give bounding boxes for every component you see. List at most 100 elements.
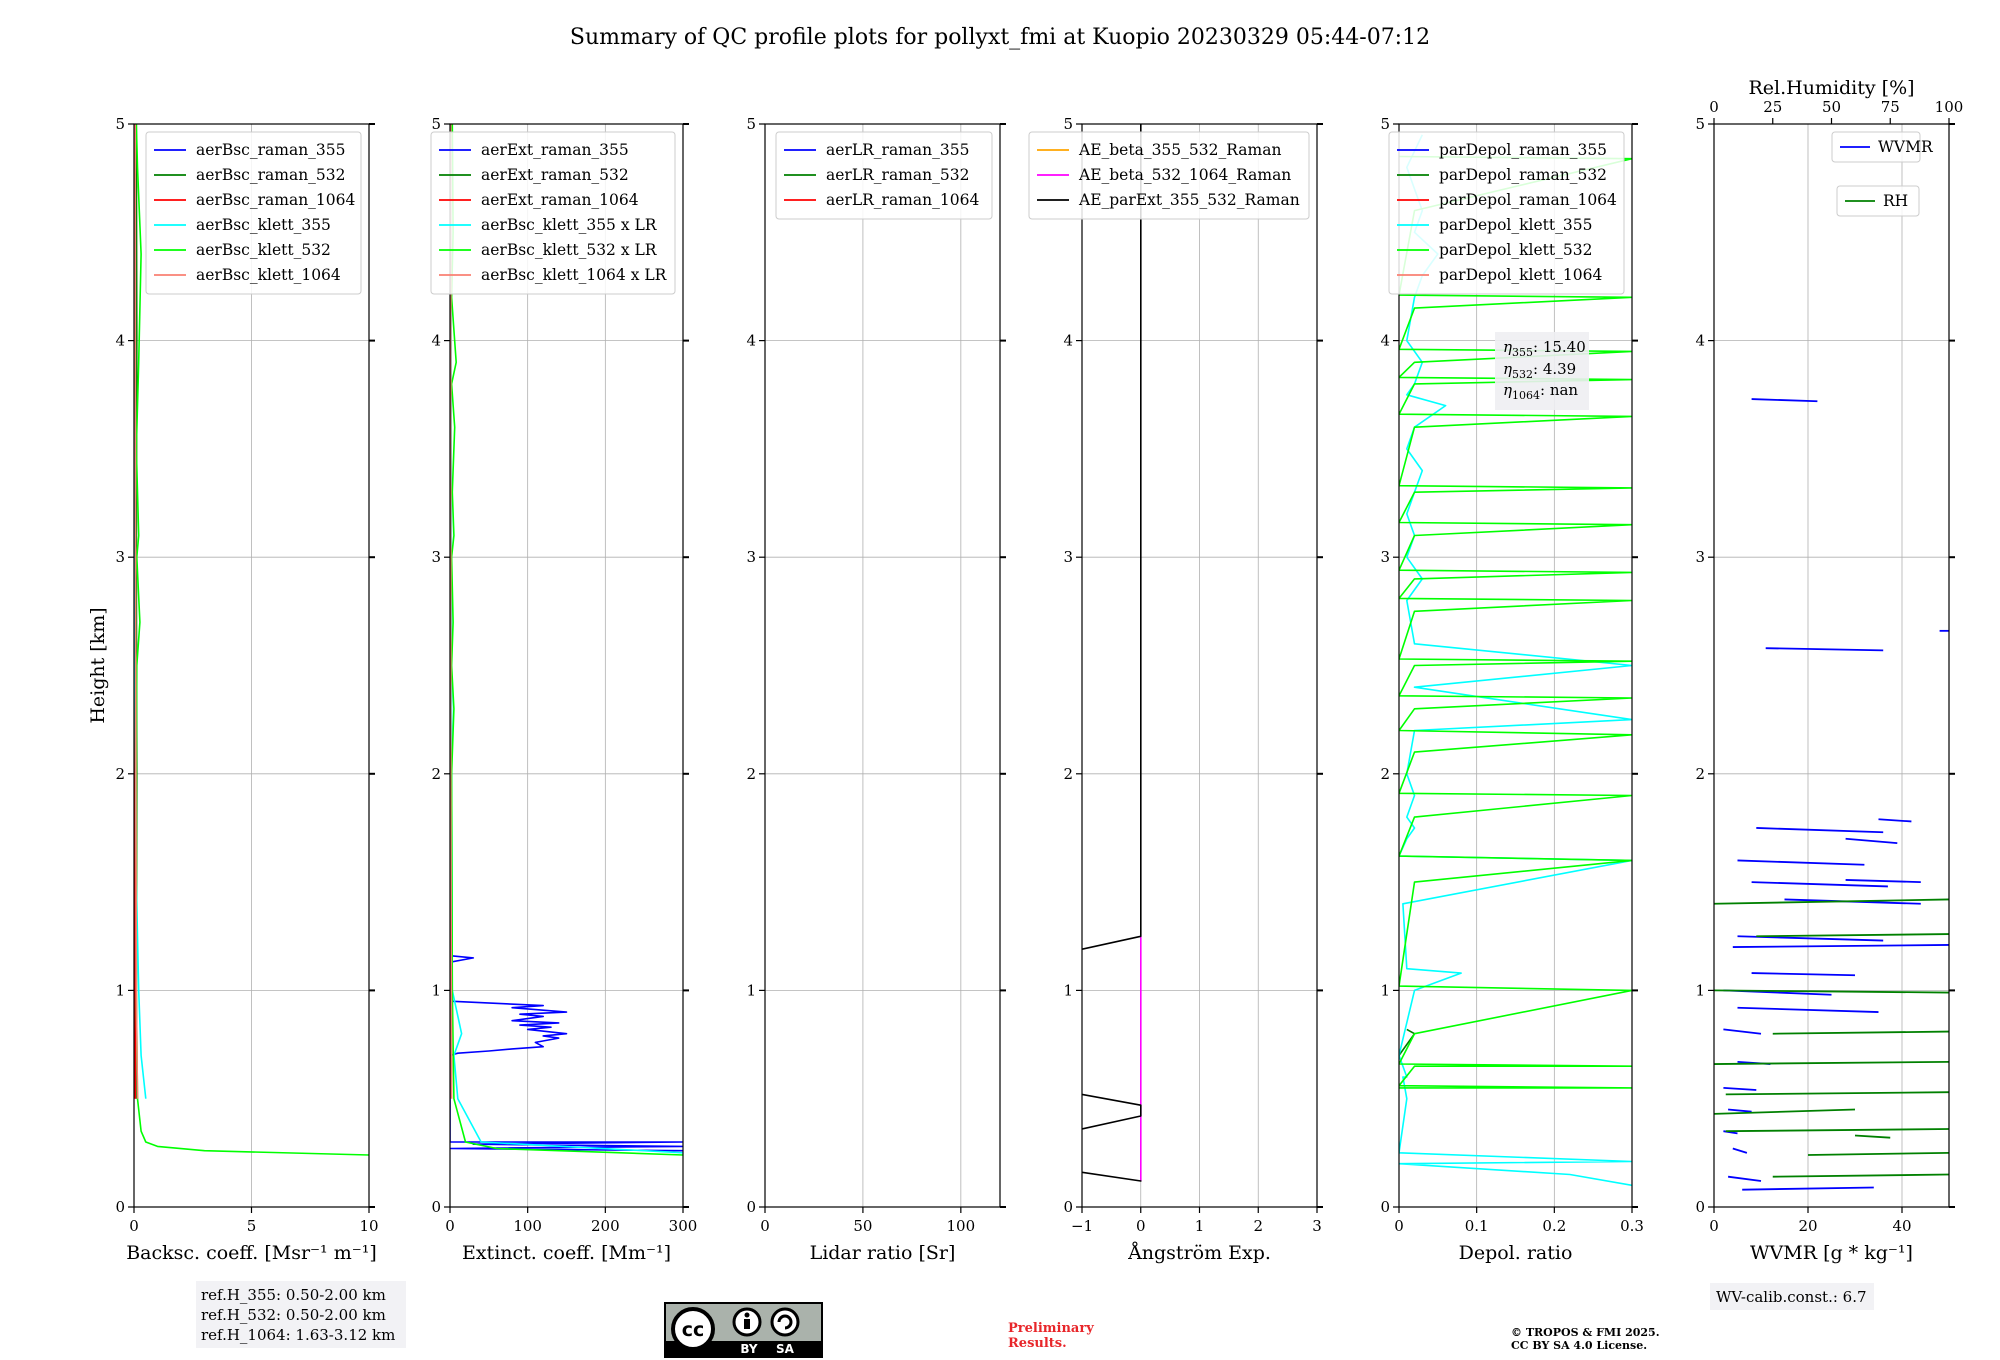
y-tick-label: 4 xyxy=(1695,332,1705,350)
wv-calibration-box: WV-calib.const.: 6.7 xyxy=(1710,1283,1874,1310)
figure-title: Summary of QC profile plots for pollyxt_… xyxy=(570,25,1430,50)
x-axis-label: Extinct. coeff. [Mm⁻¹] xyxy=(462,1242,671,1264)
legend-label-aerLR_raman_355: aerLR_raman_355 xyxy=(826,141,969,159)
legend-label-aerBsc_klett_355 x LR: aerBsc_klett_355 x LR xyxy=(481,216,658,234)
x-tick-label: 0 xyxy=(1394,1217,1404,1235)
axes-frame xyxy=(1398,123,1633,1208)
x-tick-label: 100 xyxy=(947,1217,976,1235)
y-tick-label: 1 xyxy=(1063,981,1073,999)
y-tick-label: 4 xyxy=(431,332,441,350)
y-tick-label: 2 xyxy=(746,765,756,783)
eta-value: : nan xyxy=(1540,381,1578,399)
y-axis-label: Height [km] xyxy=(87,607,109,723)
top-x-tick-label: 75 xyxy=(1881,98,1900,116)
x-axis-label: Ångström Exp. xyxy=(1127,1242,1271,1264)
x-tick-label: 20 xyxy=(1798,1217,1817,1235)
x-axis-label: Depol. ratio xyxy=(1459,1242,1573,1264)
series-line-aerBsc_klett_532 x LR xyxy=(450,124,683,1156)
cc-icon xyxy=(671,1307,715,1351)
x-tick-label: 5 xyxy=(247,1217,257,1235)
series-line-RH xyxy=(1725,1091,1949,1096)
series-line-WVMR xyxy=(1732,1147,1748,1154)
y-tick-label: 5 xyxy=(115,115,125,133)
series-line-WVMR xyxy=(1723,1130,1738,1135)
series-line-aerBsc_klett_1064 xyxy=(134,124,139,1099)
series-line-WVMR xyxy=(1742,1186,1874,1191)
x-axis-label: Backsc. coeff. [Msr⁻¹ m⁻¹] xyxy=(126,1242,377,1264)
legend-label-aerLR_raman_1064: aerLR_raman_1064 xyxy=(826,191,979,209)
legend-box xyxy=(1028,131,1310,220)
legend-label-AE_parExt_355_532_Raman: AE_parExt_355_532_Raman xyxy=(1078,191,1300,209)
legend-label-aerBsc_klett_355: aerBsc_klett_355 xyxy=(196,216,331,234)
x-tick-label: 10 xyxy=(359,1217,378,1235)
legend-label-aerBsc_klett_532: aerBsc_klett_532 xyxy=(196,241,331,259)
top-x-tick-label: 25 xyxy=(1763,98,1782,116)
legend-label-parDepol_klett_532: parDepol_klett_532 xyxy=(1439,241,1592,259)
legend-box xyxy=(775,131,993,220)
data-series xyxy=(1082,124,1142,1182)
wv-calibration-box-bg xyxy=(1710,1283,1874,1310)
by-person-body xyxy=(744,1319,750,1329)
series-line-parDepol_raman_532 xyxy=(1399,1028,1416,1056)
series-line-RH xyxy=(1854,1134,1891,1139)
y-tick-label: 2 xyxy=(1380,765,1390,783)
eta-value: : 15.40 xyxy=(1533,338,1586,356)
reference-height-box: ref.H_355: 0.50-2.00 km ref.H_532: 0.50-… xyxy=(196,1281,406,1348)
legend-label-RH: RH xyxy=(1883,192,1908,210)
sa-arrow-icon xyxy=(777,1314,793,1330)
eta-symbol: η xyxy=(1503,381,1512,399)
series-line-RH xyxy=(1807,1151,1949,1156)
series-line-WVMR xyxy=(1765,647,1884,652)
y-tick-label: 1 xyxy=(431,981,441,999)
x-tick-label: 50 xyxy=(853,1217,872,1235)
y-tick-label: 2 xyxy=(1063,765,1073,783)
series-line-RH xyxy=(1756,933,1949,938)
x-tick-label: 100 xyxy=(513,1217,542,1235)
y-tick-label: 3 xyxy=(115,548,125,566)
series-line-WVMR xyxy=(1751,881,1888,888)
legend-label-aerBsc_raman_1064: aerBsc_raman_1064 xyxy=(196,191,356,209)
legend-box-WVMR xyxy=(1831,131,1921,163)
x-tick-label: 0 xyxy=(129,1217,139,1235)
y-tick-label: 0 xyxy=(115,1198,125,1216)
by-person-head xyxy=(744,1312,750,1318)
y-tick-label: 5 xyxy=(746,115,756,133)
wv-calibration-constant: WV-calib.const.: 6.7 xyxy=(1716,1288,1867,1306)
cc-icon-text: cc xyxy=(682,1319,705,1341)
eta-symbol: η xyxy=(1503,338,1512,356)
series-line-WVMR xyxy=(1723,1028,1762,1035)
ref-height-532: ref.H_532: 0.50-2.00 km xyxy=(201,1306,386,1324)
top-x-tick-label: 0 xyxy=(1709,98,1719,116)
x-tick-label: 1 xyxy=(1195,1217,1205,1235)
series-line-WVMR xyxy=(1845,879,1921,883)
y-tick-label: 3 xyxy=(431,548,441,566)
eta-box xyxy=(1495,332,1589,410)
legend-label-aerBsc_raman_355: aerBsc_raman_355 xyxy=(196,141,346,159)
x-tick-label: 300 xyxy=(669,1217,698,1235)
series-line-WVMR xyxy=(1751,972,1856,977)
legend-label-aerBsc_klett_532 x LR: aerBsc_klett_532 x LR xyxy=(481,241,658,259)
legend-label-WVMR: WVMR xyxy=(1878,138,1934,156)
y-tick-label: 0 xyxy=(1063,1198,1073,1216)
y-tick-label: 4 xyxy=(1380,332,1390,350)
panel-6: 0 20 40 0 1 2 3 4 5 WVMR [g * kg⁻¹] 0 25 50 75 100 Rel.… xyxy=(1695,77,1963,1264)
eta-row-0: η355: 15.40 xyxy=(1503,338,1586,359)
eta-subscript: 355 xyxy=(1512,346,1533,359)
eta-symbol: η xyxy=(1503,360,1512,378)
series-line-AE_parExt_355_532_Raman xyxy=(1082,124,1142,1182)
y-tick-label: 4 xyxy=(746,332,756,350)
y-tick-label: 2 xyxy=(115,765,125,783)
series-line-WVMR xyxy=(1878,818,1912,823)
x-tick-label: 0.3 xyxy=(1620,1217,1644,1235)
x-tick-label: 0 xyxy=(1136,1217,1146,1235)
x-tick-label: 0 xyxy=(1709,1217,1719,1235)
eta-row-2: η1064: nan xyxy=(1503,381,1578,402)
sa-share-alike-icon xyxy=(770,1307,800,1337)
cc-sa-label: SA xyxy=(776,1342,795,1356)
series-line-RH xyxy=(1725,1128,1949,1133)
series-line-WVMR xyxy=(1845,837,1898,845)
eta-row-1: η532: 4.39 xyxy=(1503,360,1576,381)
series-line-RH xyxy=(1772,1030,1949,1035)
legend-label-aerExt_raman_532: aerExt_raman_532 xyxy=(481,166,629,184)
